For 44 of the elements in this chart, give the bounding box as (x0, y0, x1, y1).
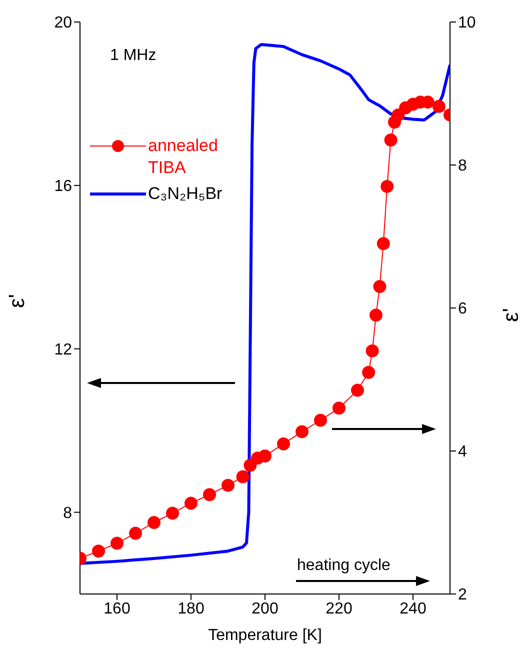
point (296, 425, 308, 438)
point (148, 516, 160, 529)
y-tick-label: 20 (54, 14, 72, 32)
y2-tick-label: 2 (458, 586, 467, 604)
point (314, 414, 327, 427)
point (351, 384, 364, 397)
y2-axis-title: ε' (498, 308, 523, 322)
point (258, 450, 272, 463)
y-tick-label: 8 (63, 504, 72, 522)
legend-label: annealed TIBA (148, 135, 219, 179)
point (277, 437, 290, 450)
y2-tick-label: 4 (458, 444, 467, 461)
point (110, 536, 124, 550)
x-tick-label: 180 (178, 600, 204, 618)
annotation: 1 MHz (110, 47, 156, 64)
point (129, 526, 142, 540)
x-tick-label: 220 (326, 600, 352, 618)
x-tick-label: 160 (104, 600, 130, 618)
point (203, 488, 216, 502)
point (332, 402, 346, 415)
point (184, 496, 198, 510)
point (222, 478, 234, 492)
point (166, 506, 179, 520)
y2-tick-label: 10 (458, 14, 476, 32)
point (384, 133, 398, 146)
legend-label: C₃N₂H₅Br (148, 183, 222, 205)
x-axis-title: Temperature [K] (208, 627, 322, 644)
point (432, 100, 446, 113)
y-tick-label: 16 (54, 178, 72, 196)
point (362, 366, 376, 379)
y-tick-label: 12 (54, 342, 72, 359)
point (92, 544, 105, 558)
point (376, 237, 390, 250)
y-axis-title: ε' (4, 294, 29, 308)
point (370, 308, 382, 322)
y2-tick-label: 6 (458, 300, 467, 318)
x-tick-label: 200 (252, 600, 278, 618)
point (366, 344, 379, 358)
point (380, 180, 394, 193)
y2-tick-label: 8 (458, 158, 467, 175)
annotation: heating cycle (297, 557, 390, 574)
point (236, 470, 250, 484)
x-tick-label: 240 (400, 600, 426, 618)
point (373, 280, 386, 294)
